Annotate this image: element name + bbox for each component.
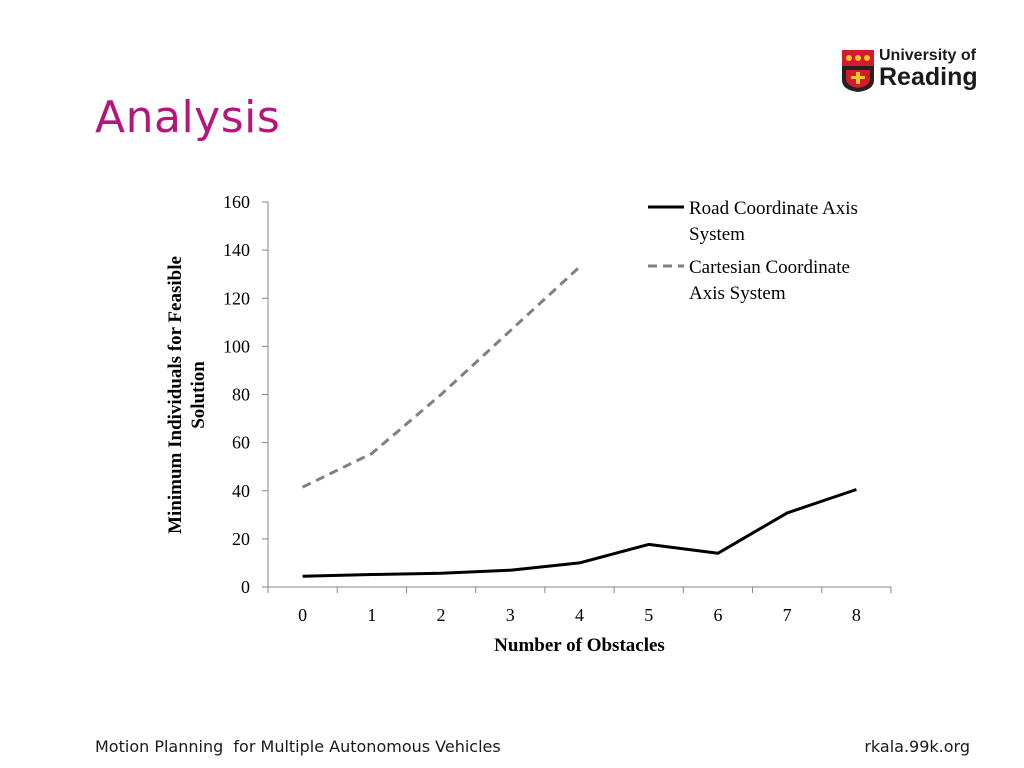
x-tick-label: 3: [506, 605, 515, 625]
x-tick-label: 8: [852, 605, 861, 625]
x-tick-label: 0: [298, 605, 307, 625]
legend-label-1: Road Coordinate Axis System: [689, 198, 858, 245]
x-tick-label: 6: [713, 605, 722, 625]
footer-title: Motion Planning for Multiple Autonomous …: [95, 737, 501, 756]
y-tick-label: 20: [232, 529, 250, 549]
university-crest-icon: [842, 50, 874, 92]
y-axis-title: Minimum Individuals for Feasible Solution: [165, 256, 209, 534]
footer-website: rkala.99k.org: [864, 737, 970, 756]
y-tick-label: 140: [223, 240, 250, 260]
x-tick-label: 5: [644, 605, 653, 625]
x-tick-label: 1: [367, 605, 376, 625]
y-tick-label: 80: [232, 385, 250, 405]
y-tick-label: 60: [232, 433, 250, 453]
legend-label-2: Cartesian Coordinate Axis System: [689, 257, 850, 304]
slide-title: Analysis: [95, 92, 281, 143]
y-tick-label: 120: [223, 288, 250, 308]
logo-wordmark: University of Reading: [879, 48, 978, 90]
series-line-2: [301, 265, 581, 489]
logo-line-1: University of: [879, 47, 976, 64]
y-tick-label: 100: [223, 336, 250, 356]
y-tick-label: 0: [241, 577, 250, 597]
x-tick-label: 4: [575, 605, 584, 625]
y-tick-label: 40: [232, 481, 250, 501]
logo-line-2: Reading: [879, 63, 978, 91]
university-logo: University of Reading: [842, 48, 978, 94]
x-tick-label: 7: [783, 605, 792, 625]
x-tick-label: 2: [437, 605, 446, 625]
x-axis-title: Number of Obstacles: [494, 635, 665, 656]
y-tick-label: 160: [223, 192, 250, 212]
series-line-1: [302, 488, 857, 578]
